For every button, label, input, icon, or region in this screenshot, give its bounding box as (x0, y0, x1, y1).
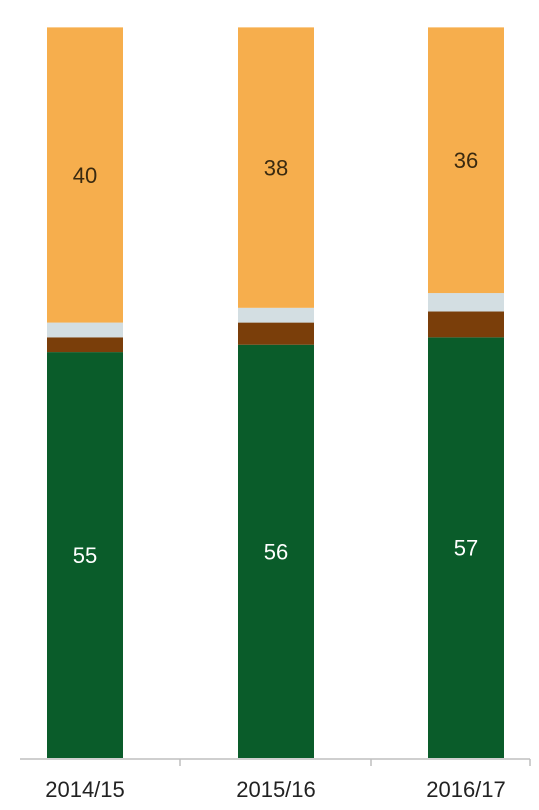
bar-segment-1-2015-16 (238, 344, 314, 758)
bar-segment-2-2016-17 (428, 311, 504, 338)
bar-segment-3-2016-17 (428, 293, 504, 312)
bar-segment-2-2014-15 (47, 337, 123, 353)
bar-segment-4-2015-16 (238, 27, 314, 308)
x-tick-label: 2015/16 (236, 777, 316, 802)
x-tick-label: 2016/17 (426, 777, 506, 802)
data-label: 55 (73, 543, 97, 568)
data-label: 40 (73, 163, 97, 188)
bar-segment-3-2015-16 (238, 307, 314, 323)
bar-segment-1-2014-15 (47, 352, 123, 758)
bar-segment-4-2016-17 (428, 27, 504, 294)
bars-group (47, 27, 504, 758)
data-label: 38 (264, 156, 288, 181)
data-label: 57 (454, 536, 478, 561)
bar-segment-2-2015-16 (238, 322, 314, 345)
x-tick-label: 2014/15 (45, 777, 125, 802)
bar-segment-1-2016-17 (428, 337, 504, 758)
data-label: 36 (454, 148, 478, 173)
data-label: 56 (264, 539, 288, 564)
data-labels-group: 55 40 56 38 57 36 (73, 148, 478, 568)
x-ticks-group: 2014/15 2015/16 2016/17 (45, 759, 531, 802)
bar-segment-3-2014-15 (47, 322, 123, 338)
bar-segment-4-2014-15 (47, 27, 123, 323)
